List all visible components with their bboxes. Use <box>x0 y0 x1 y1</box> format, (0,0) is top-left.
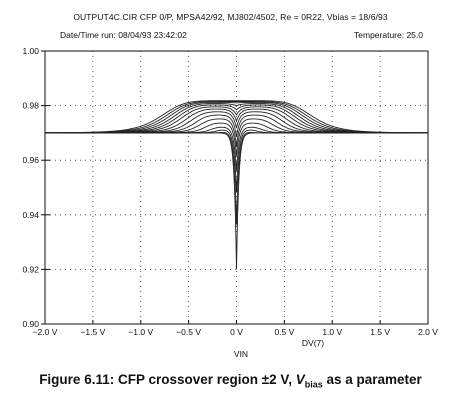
x-tick-label: −0.5 V <box>176 327 201 337</box>
x-tick-label: 0.5 V <box>274 327 294 337</box>
x-tick-label: 1.5 V <box>370 327 390 337</box>
chart-header-title: OUTPUT4C.CIR CFP 0/P, MPSA42/92, MJ802/4… <box>73 12 388 22</box>
series-line <box>45 132 428 270</box>
grid-lines <box>45 51 428 324</box>
x-tick-label: −1.5 V <box>80 327 105 337</box>
series-line <box>45 114 428 137</box>
series-line <box>45 103 428 134</box>
series-line <box>45 108 428 134</box>
x-tick-label: 0 V <box>230 327 243 337</box>
y-tick-label: 0.90 <box>22 319 39 329</box>
y-tick-label: 0.94 <box>22 210 39 220</box>
y-axis-ticks: 0.90 0.92 0.94 0.96 0.98 1.00 <box>22 46 50 329</box>
series-line <box>45 126 428 171</box>
x-axis-label: VIN <box>234 349 248 359</box>
curve-family <box>44 100 429 270</box>
caption-suffix: as a parameter <box>322 372 422 387</box>
x-tick-label: 1.0 V <box>322 327 342 337</box>
trace-label: DV(7) <box>302 338 324 348</box>
y-tick-label: 0.98 <box>22 101 39 111</box>
figure-caption: Figure 6.11: CFP crossover region ±2 V, … <box>0 372 461 390</box>
caption-prefix: Figure 6.11: CFP crossover region ±2 V, <box>39 372 296 387</box>
x-tick-label: −2.0 V <box>33 327 58 337</box>
caption-subscript: bias <box>304 379 323 390</box>
x-axis-ticks: −2.0 V −1.5 V −1.0 V −0.5 V 0 V 0.5 V 1.0 V 1.5… <box>33 320 438 337</box>
y-tick-label: 0.92 <box>22 264 39 274</box>
temperature-readout: Temperature: 25.0 <box>354 30 423 40</box>
y-tick-label: 1.00 <box>22 46 39 56</box>
run-datetime: Date/Time run: 08/04/93 23:42:02 <box>60 30 187 40</box>
x-tick-label: −1.0 V <box>128 327 153 337</box>
series-line <box>45 104 428 134</box>
caption-variable: V <box>295 372 305 387</box>
y-tick-label: 0.96 <box>22 155 39 165</box>
x-tick-label: 2.0 V <box>418 327 438 337</box>
